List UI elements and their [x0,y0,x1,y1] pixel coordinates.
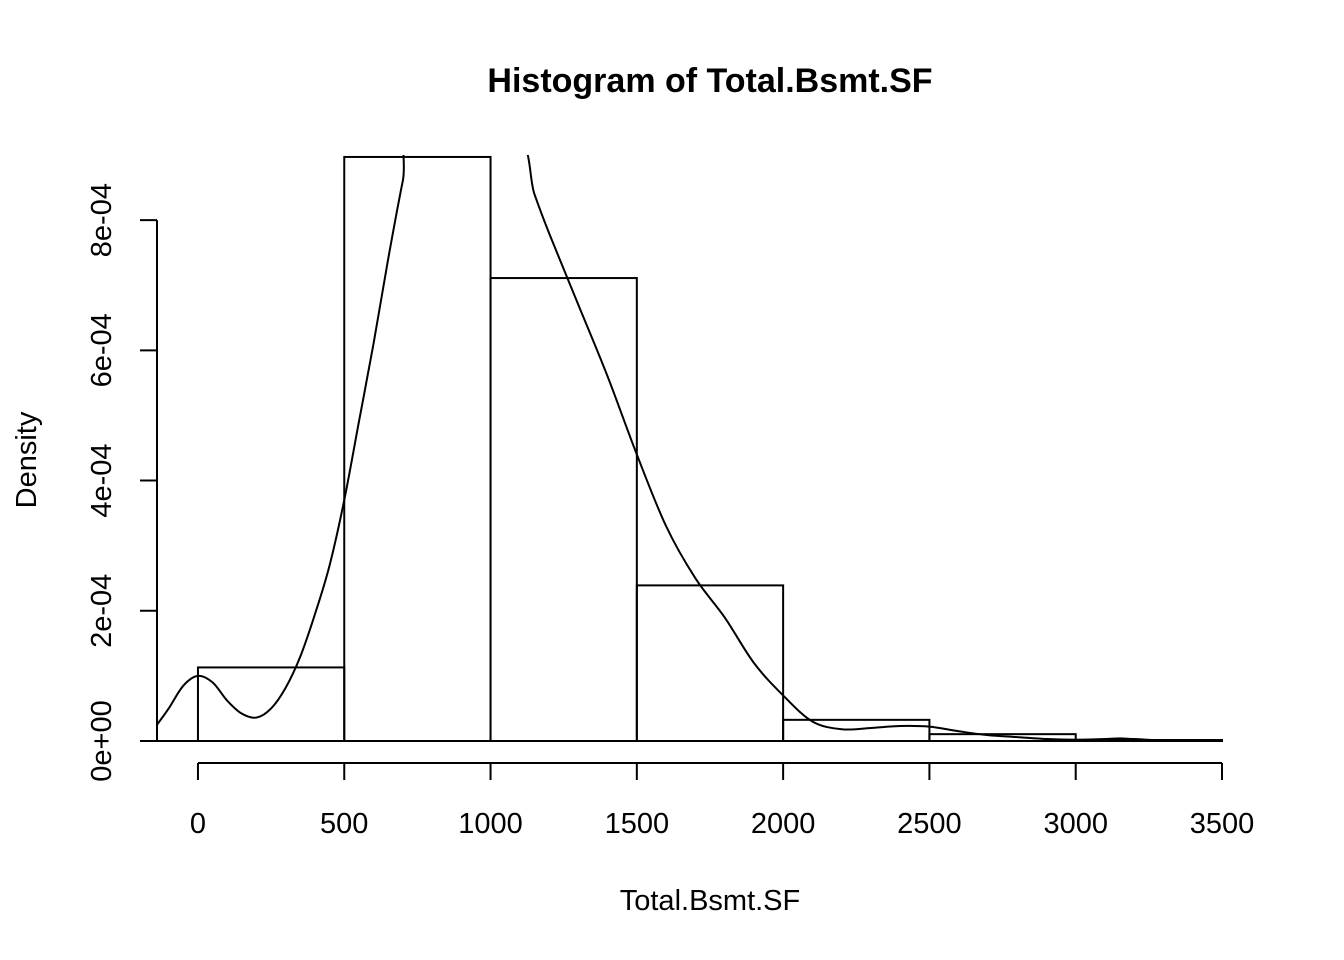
y-tick-label: 0e+00 [86,700,118,781]
histogram-bars [157,155,1223,743]
x-tick-label: 1000 [458,808,523,840]
x-tick-label: 500 [320,808,368,840]
x-tick-label: 0 [190,808,206,840]
x-tick-label: 3500 [1190,808,1255,840]
x-tick-label: 2000 [751,808,816,840]
histogram-bar-3 [635,584,785,743]
x-tick-label: 1500 [605,808,670,840]
x-axis-label: Total.Bsmt.SF [620,885,801,917]
y-axis: 0e+00 2e-04 4e-04 6e-04 8e-04 [86,183,158,782]
x-axis: 0 500 1000 1500 2000 2500 3000 3500 [190,762,1255,840]
y-tick-label: 4e-04 [86,443,118,517]
x-tick-label: 3000 [1043,808,1108,840]
chart-title: Histogram of Total.Bsmt.SF [487,62,932,100]
density-curve [157,155,1222,742]
y-tick-label: 6e-04 [86,313,118,387]
histogram-bar-2 [489,277,638,742]
y-tick-label: 8e-04 [86,183,118,257]
density-curve-line [157,155,1222,742]
y-tick-label: 2e-04 [86,574,118,648]
x-tick-label: 2500 [897,808,962,840]
y-axis-label: Density [11,411,43,508]
histogram-bar-4 [782,718,931,742]
histogram-bar-1 [343,155,492,743]
histogram-bar-0 [196,666,346,742]
